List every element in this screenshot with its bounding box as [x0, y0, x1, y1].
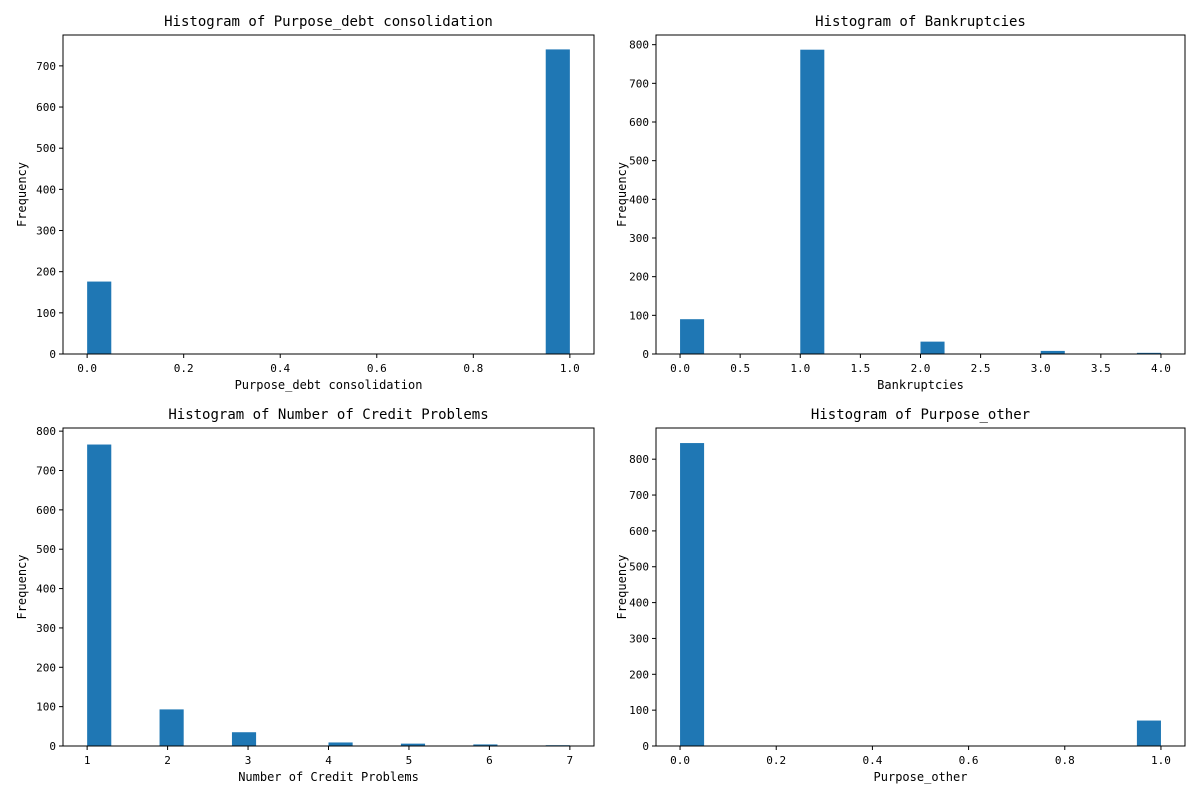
x-tick-label: 0.4 — [270, 362, 290, 375]
histogram-bar — [800, 49, 825, 354]
y-tick-label: 200 — [629, 668, 649, 681]
y-tick-label: 500 — [36, 543, 56, 556]
chart-title: Histogram of Bankruptcies — [815, 14, 1026, 30]
subplot-purpose-other: 0.0 0.2 0.4 0.6 0.8 1.0 0 100 200 300 400 500 600 700… — [615, 407, 1186, 784]
x-tick-label: 3 — [245, 754, 252, 767]
x-tick-label: 5 — [406, 754, 413, 767]
axes-frame — [62, 34, 595, 355]
chart-title: Histogram of Purpose_debt consolidation — [164, 14, 493, 30]
y-tick-label: 700 — [36, 60, 56, 73]
x-axis-label: Number of Credit Problems — [238, 770, 419, 784]
y-tick-label: 600 — [629, 116, 649, 129]
x-tick-label: 0.8 — [463, 362, 483, 375]
y-tick-label: 300 — [36, 225, 56, 238]
x-axis-label: Bankruptcies — [877, 378, 964, 392]
y-tick-label: 200 — [36, 661, 56, 674]
y-tick-label: 600 — [36, 504, 56, 517]
y-tick-label: 100 — [629, 309, 649, 322]
histogram-bar — [87, 281, 112, 354]
y-tick-label: 500 — [629, 155, 649, 168]
y-tick-label: 800 — [629, 39, 649, 52]
x-tick-label: 0.6 — [367, 362, 387, 375]
chart-title: Histogram of Number of Credit Problems — [168, 407, 488, 423]
x-tick-label: 0.4 — [862, 754, 882, 767]
y-tick-label: 400 — [36, 183, 56, 196]
y-tick-label: 700 — [629, 77, 649, 90]
axes-frame — [655, 34, 1186, 355]
y-tick-label: 300 — [629, 232, 649, 245]
x-tick-label: 0.6 — [959, 754, 979, 767]
x-tick-label: 6 — [486, 754, 493, 767]
y-tick-label: 700 — [36, 465, 56, 478]
x-tick-label: 1.0 — [790, 362, 810, 375]
histogram-bar — [680, 443, 705, 746]
y-axis-label: Frequency — [15, 162, 29, 227]
x-tick-label: 0.0 — [670, 754, 690, 767]
y-tick-label: 400 — [629, 193, 649, 206]
axes-frame — [62, 427, 595, 747]
histogram-bar — [328, 742, 353, 746]
histogram-bar — [680, 319, 705, 354]
x-tick-label: 0.8 — [1055, 754, 1075, 767]
y-tick-label: 400 — [629, 597, 649, 610]
y-tick-label: 400 — [36, 583, 56, 596]
x-tick-label: 0.2 — [174, 362, 194, 375]
subplot-bankruptcies: 0.0 0.5 1.0 1.5 2.0 2.5 3.0 3.5 4.0 0 100 200 300 400… — [615, 14, 1186, 392]
y-tick-label: 0 — [642, 348, 649, 361]
x-tick-label: 1.0 — [1151, 754, 1171, 767]
histogram-bar — [159, 709, 184, 746]
x-axis-label: Purpose_debt consolidation — [235, 378, 423, 392]
y-tick-label: 600 — [629, 525, 649, 538]
y-tick-label: 100 — [36, 701, 56, 714]
x-tick-label: 2.0 — [911, 362, 931, 375]
subplot-number-of-credit-problems: 1 2 3 4 5 6 7 0 100 200 300 400 500 600 700 800 Histogra… — [15, 407, 595, 784]
y-tick-label: 700 — [629, 489, 649, 502]
x-tick-label: 3.5 — [1091, 362, 1111, 375]
subplot-purpose-debt-consolidation: 0.0 0.2 0.4 0.6 0.8 1.0 0 100 200 300 400 500 600 700… — [15, 14, 595, 392]
chart-title: Histogram of Purpose_other — [811, 407, 1030, 423]
x-tick-label: 0.2 — [766, 754, 786, 767]
y-tick-label: 500 — [36, 142, 56, 155]
x-tick-label: 0.0 — [77, 362, 97, 375]
x-tick-label: 3.0 — [1031, 362, 1051, 375]
histogram-bar — [920, 341, 945, 354]
y-tick-label: 300 — [629, 632, 649, 645]
x-tick-label: 7 — [567, 754, 574, 767]
y-tick-label: 300 — [36, 622, 56, 635]
y-tick-label: 0 — [49, 348, 56, 361]
y-tick-label: 800 — [629, 453, 649, 466]
histogram-bar — [545, 49, 570, 354]
histogram-bar — [1136, 720, 1161, 746]
x-tick-label: 0.5 — [730, 362, 750, 375]
y-tick-label: 200 — [629, 271, 649, 284]
x-tick-label: 1.0 — [560, 362, 580, 375]
x-tick-label: 4 — [325, 754, 332, 767]
histogram-bar — [1040, 350, 1065, 354]
x-tick-label: 1 — [84, 754, 91, 767]
y-tick-label: 500 — [629, 561, 649, 574]
x-tick-label: 4.0 — [1151, 362, 1171, 375]
x-axis-label: Purpose_other — [874, 770, 968, 784]
y-tick-label: 600 — [36, 101, 56, 114]
x-tick-label: 1.5 — [850, 362, 870, 375]
axes-frame — [655, 427, 1186, 747]
y-tick-label: 100 — [36, 307, 56, 320]
y-tick-label: 200 — [36, 266, 56, 279]
histogram-bar — [473, 744, 498, 746]
x-tick-label: 2.5 — [971, 362, 991, 375]
histogram-bar — [231, 732, 257, 746]
histogram-bar — [1136, 352, 1161, 354]
y-tick-label: 0 — [642, 740, 649, 753]
y-tick-label: 0 — [49, 740, 56, 753]
x-tick-label: 2 — [164, 754, 171, 767]
histogram-bar — [400, 743, 426, 746]
y-tick-label: 800 — [36, 425, 56, 438]
histogram-bar — [87, 444, 112, 746]
x-tick-label: 0.0 — [670, 362, 690, 375]
y-axis-label: Frequency — [615, 554, 629, 619]
y-axis-label: Frequency — [15, 554, 29, 619]
y-tick-label: 100 — [629, 704, 649, 717]
y-axis-label: Frequency — [615, 162, 629, 227]
